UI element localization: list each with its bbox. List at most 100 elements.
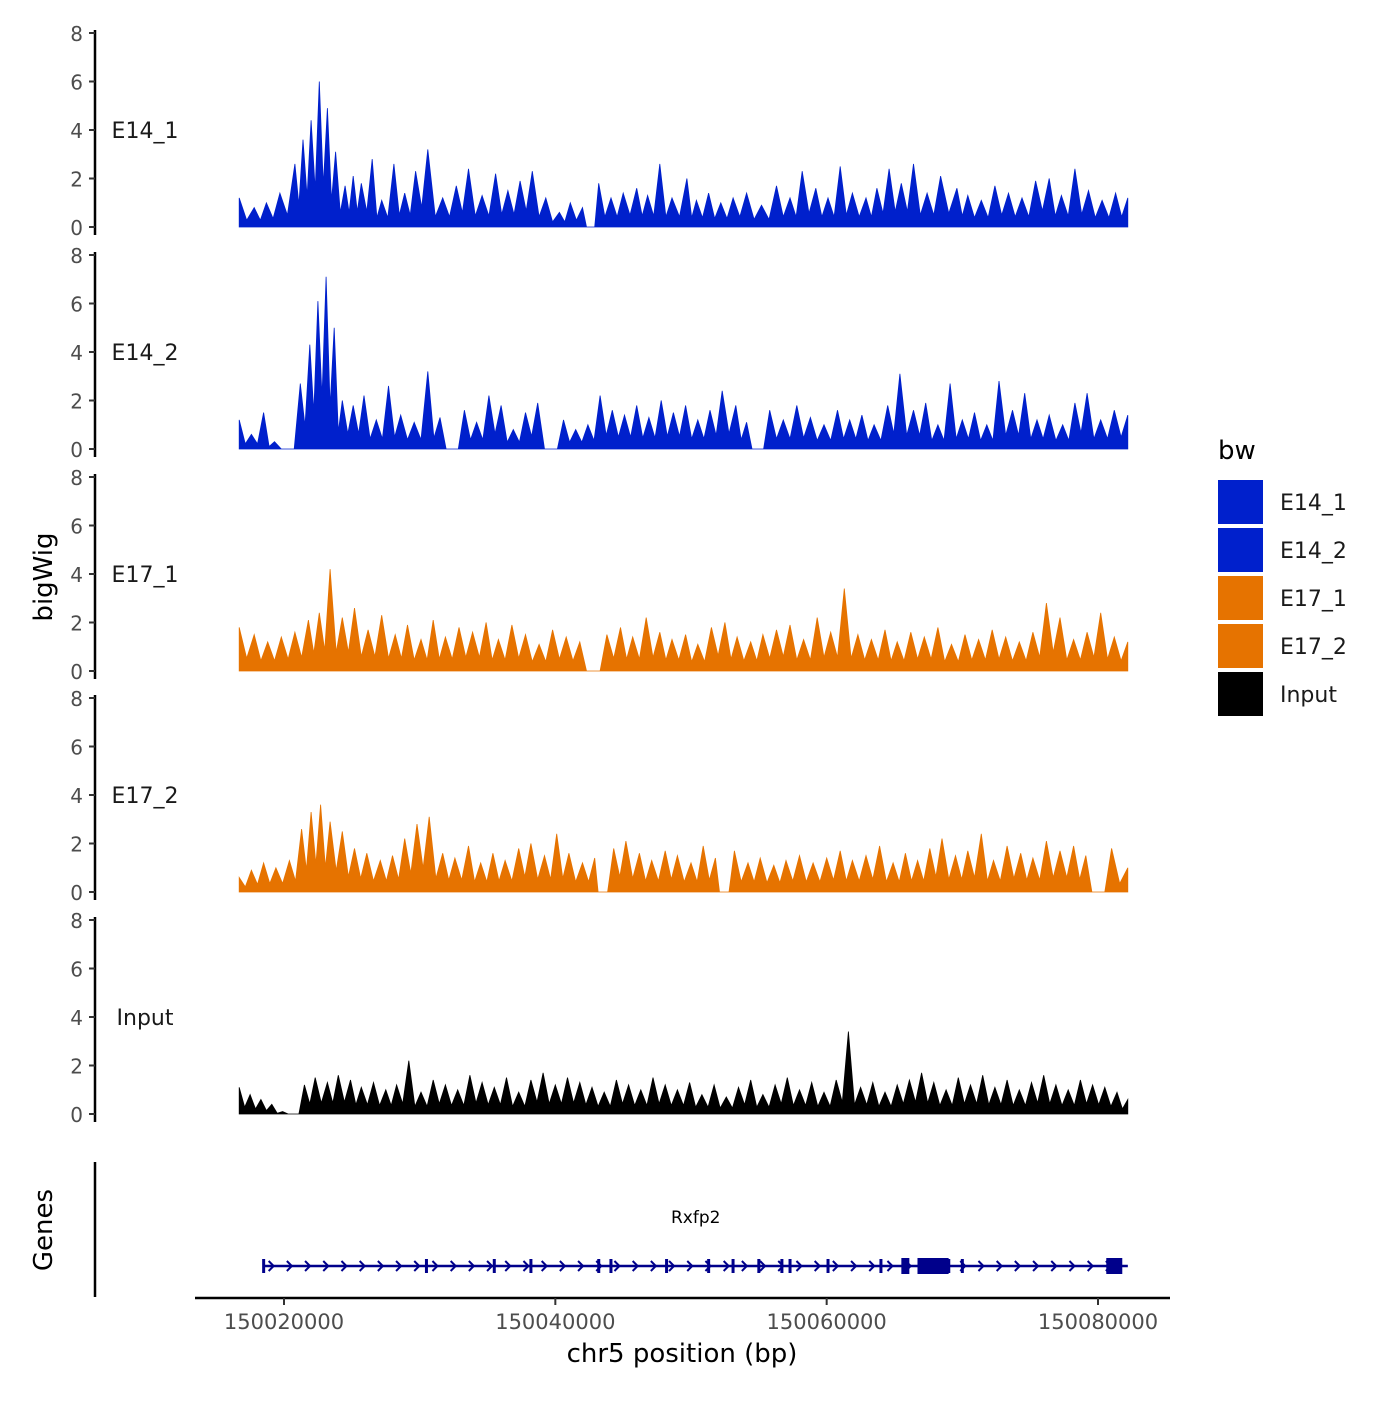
- x-axis: 150020000 150040000 150060000 150080000: [195, 1296, 1170, 1334]
- y-tick-label: 4: [70, 784, 83, 808]
- y-tick-label: 8: [70, 466, 83, 490]
- area-series-E14_2: [238, 276, 1129, 450]
- y-tick-label: 6: [70, 736, 83, 760]
- y-tick-label: 2: [70, 612, 83, 636]
- legend-label: E17_1: [1280, 587, 1347, 612]
- y-tick-label: 2: [70, 168, 83, 192]
- strand-arrow: [995, 1260, 1004, 1272]
- y-tick-label: 8: [70, 244, 83, 268]
- strand-arrow: [1014, 1260, 1022, 1272]
- strand-arrow: [850, 1260, 858, 1272]
- strand-arrow: [395, 1260, 403, 1272]
- strand-arrow: [795, 1260, 803, 1272]
- legend-item-Input: Input: [1218, 672, 1337, 716]
- legend-swatch: [1218, 576, 1263, 620]
- y-tick-label: 4: [70, 119, 83, 143]
- strand-arrow: [340, 1260, 348, 1272]
- exon: [757, 1259, 761, 1273]
- strand-arrow: [468, 1260, 476, 1272]
- legend-label: E14_1: [1280, 491, 1347, 516]
- strand-arrow: [577, 1260, 585, 1272]
- y-tick-label: 0: [70, 438, 83, 462]
- exon: [960, 1259, 964, 1273]
- exon: [780, 1259, 784, 1273]
- x-tick-label: 150060000: [767, 1310, 887, 1334]
- strand-arrow: [613, 1260, 621, 1272]
- strand-arrow: [704, 1260, 712, 1272]
- exon: [1106, 1258, 1123, 1274]
- strand-arrow: [813, 1260, 822, 1272]
- exon: [529, 1259, 533, 1273]
- strand-arrow: [668, 1260, 676, 1272]
- area-series-E17_1: [238, 569, 1129, 672]
- y-tick-label: 2: [70, 390, 83, 414]
- gene-name-label: Rxfp2: [671, 1208, 720, 1228]
- strand-arrow: [886, 1260, 894, 1272]
- strand-arrow: [449, 1260, 458, 1272]
- y-tick-label: 0: [70, 1103, 83, 1127]
- x-axis-title: chr5 position (bp): [567, 1339, 798, 1369]
- exon: [262, 1259, 266, 1273]
- strand-arrow: [1086, 1260, 1095, 1272]
- strand-arrow: [522, 1260, 530, 1272]
- y-tick-label: 0: [70, 881, 83, 905]
- track-panels: 0 2 4 6 8 E14_1 0 2 4 6 8 E14_2 0 2 4 6 8 E17_1 0 2 4 6 8 E17_2…: [70, 22, 1129, 1127]
- y-tick-label: 4: [70, 563, 83, 587]
- strand-arrow: [304, 1260, 312, 1272]
- legend: bw E14_1 E14_2 E17_1 E17_2 Input: [1218, 436, 1347, 716]
- strand-arrow: [540, 1260, 549, 1272]
- legend-label: E14_2: [1280, 539, 1347, 564]
- x-tick-label: 150040000: [495, 1310, 615, 1334]
- strand-arrow: [759, 1260, 767, 1272]
- legend-item-E17_1: E17_1: [1218, 576, 1347, 620]
- strand-arrow: [504, 1260, 512, 1272]
- strand-arrow: [431, 1260, 439, 1272]
- y-tick-label: 0: [70, 216, 83, 240]
- strand-arrow: [286, 1260, 294, 1272]
- strand-arrow: [1032, 1260, 1040, 1272]
- exon: [932, 1258, 949, 1274]
- strand-arrow: [631, 1260, 640, 1272]
- area-series-E14_1: [238, 81, 1129, 228]
- strand-arrow: [686, 1260, 694, 1272]
- legend-title: bw: [1218, 436, 1256, 466]
- exon: [901, 1258, 910, 1274]
- strand-arrow: [741, 1260, 749, 1272]
- strand-arrow: [486, 1260, 494, 1272]
- strand-arrow: [559, 1260, 567, 1272]
- legend-swatch: [1218, 480, 1263, 524]
- track-panel-Input: 0 2 4 6 8 Input: [70, 909, 1129, 1127]
- exon: [597, 1259, 601, 1273]
- exon: [707, 1259, 711, 1273]
- genes-track-label: Genes: [29, 1189, 59, 1271]
- strand-arrow: [267, 1260, 276, 1272]
- exon: [788, 1259, 792, 1273]
- strand-arrow: [1050, 1260, 1058, 1272]
- track-panel-E17_1: 0 2 4 6 8 E17_1: [70, 466, 1129, 684]
- gene-Rxfp2: Rxfp2: [262, 1208, 1128, 1274]
- legend-swatch: [1218, 528, 1263, 572]
- strand-arrow: [832, 1260, 840, 1272]
- track-label: E17_2: [112, 784, 179, 809]
- strand-arrow: [650, 1260, 658, 1272]
- y-axis-title: bigWig: [29, 532, 59, 621]
- y-tick-label: 8: [70, 909, 83, 933]
- exon: [947, 1259, 951, 1273]
- legend-item-E14_1: E14_1: [1218, 480, 1347, 524]
- legend-swatch: [1218, 672, 1263, 716]
- exon: [731, 1259, 735, 1273]
- track-label: E14_2: [112, 341, 179, 366]
- x-tick-label: 150020000: [224, 1310, 344, 1334]
- y-tick-label: 6: [70, 71, 83, 95]
- legend-label: E17_2: [1280, 635, 1347, 660]
- strand-arrow: [722, 1260, 731, 1272]
- y-tick-label: 8: [70, 22, 83, 46]
- y-tick-label: 4: [70, 341, 83, 365]
- genes-track: Genes Rxfp2: [29, 1162, 1128, 1297]
- strand-arrow: [358, 1260, 367, 1272]
- exon: [826, 1259, 830, 1273]
- y-tick-label: 6: [70, 515, 83, 539]
- y-tick-label: 2: [70, 833, 83, 857]
- exon: [665, 1259, 669, 1273]
